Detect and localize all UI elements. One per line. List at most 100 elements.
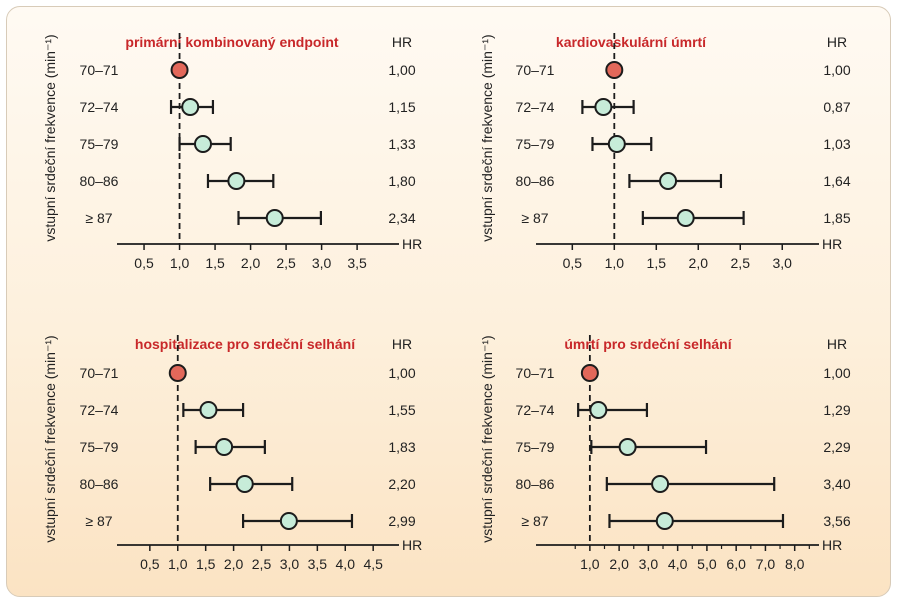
- hr-value: 1,33: [388, 136, 415, 152]
- row-label: 70–71: [516, 62, 555, 78]
- row-label: 80–86: [80, 173, 119, 189]
- hr-point: [676, 209, 695, 227]
- x-tick-label: 1,0: [168, 556, 188, 572]
- hr-value: 1,00: [823, 365, 850, 381]
- hr-point: [215, 438, 234, 456]
- panel-title: kardiovaskulární úmrtí: [556, 34, 707, 50]
- hr-point: [235, 475, 254, 493]
- x-tick-label: 1,0: [170, 255, 190, 271]
- forest-plot-figure: primární kombinovaný endpoint HR vstupní s…: [6, 6, 891, 597]
- hr-point: [651, 475, 670, 493]
- panel-title: primární kombinovaný endpoint: [125, 34, 338, 50]
- row-label: 72–74: [80, 99, 119, 115]
- y-axis-label: vstupní srdeční frekvence (min⁻¹): [42, 34, 58, 241]
- hr-value: 2,34: [388, 210, 415, 226]
- row-label: ≥ 87: [85, 210, 112, 226]
- x-tick-label: 3,0: [639, 556, 659, 572]
- hr-point: [618, 438, 637, 456]
- reference-point: [605, 61, 624, 79]
- panel-title: hospitalizace pro srdeční selhání: [135, 336, 356, 352]
- x-tick-label: 7,0: [756, 556, 776, 572]
- x-tick-label: 5,0: [697, 556, 717, 572]
- x-tick-label: 4,0: [336, 556, 356, 572]
- row-label: 80–86: [516, 476, 555, 492]
- y-axis-label: vstupní srdeční frekvence (min⁻¹): [479, 335, 495, 542]
- row-label: 70–71: [80, 365, 119, 381]
- x-tick-label: 1,5: [205, 255, 225, 271]
- hr-point: [594, 98, 613, 116]
- hr-value: 1,64: [823, 173, 850, 189]
- hr-value: 1,55: [388, 402, 415, 418]
- hr-value: 1,00: [823, 62, 850, 78]
- reference-point: [580, 364, 599, 382]
- hr-value: 1,00: [388, 365, 415, 381]
- x-axis-label: HR: [822, 537, 842, 553]
- row-label: 80–86: [516, 173, 555, 189]
- x-axis-label: HR: [402, 537, 422, 553]
- hr-value: 2,20: [388, 476, 415, 492]
- hr-value: 1,83: [388, 439, 415, 455]
- x-tick-label: 3,0: [312, 255, 332, 271]
- x-tick-label: 1,0: [605, 255, 625, 271]
- hr-value: 3,40: [823, 476, 850, 492]
- row-label: 70–71: [80, 62, 119, 78]
- hr-point: [265, 209, 284, 227]
- row-label: 72–74: [516, 99, 555, 115]
- x-tick-label: 2,0: [609, 556, 629, 572]
- row-label: ≥ 87: [521, 210, 548, 226]
- panel-title: úmrtí pro srdeční selhání: [564, 336, 732, 352]
- hr-value: 1,80: [388, 173, 415, 189]
- row-label: 75–79: [516, 439, 555, 455]
- hr-point: [655, 512, 674, 530]
- hr-point: [181, 98, 200, 116]
- forest-plot-svg: primární kombinovaný endpoint HR vstupní s…: [42, 33, 851, 572]
- x-axis-label: HR: [402, 236, 422, 252]
- x-tick-label: 0,5: [140, 556, 160, 572]
- hr-point: [227, 172, 246, 190]
- x-tick-label: 2,5: [276, 255, 296, 271]
- hr-point: [199, 401, 218, 419]
- row-label: 72–74: [516, 402, 555, 418]
- hr-point: [589, 401, 608, 419]
- reference-point: [170, 61, 189, 79]
- x-tick-label: 8,0: [785, 556, 805, 572]
- hr-value: 1,15: [388, 99, 415, 115]
- hr-value: 0,87: [823, 99, 850, 115]
- x-tick-label: 6,0: [726, 556, 746, 572]
- row-label: 72–74: [80, 402, 119, 418]
- x-tick-label: 1,5: [196, 556, 216, 572]
- row-label: ≥ 87: [85, 513, 112, 529]
- y-axis-label: vstupní srdeční frekvence (min⁻¹): [479, 34, 495, 241]
- x-tick-label: 1,5: [647, 255, 667, 271]
- hr-column-header: HR: [392, 336, 412, 352]
- hr-value: 1,29: [823, 402, 850, 418]
- hr-column-header: HR: [827, 336, 847, 352]
- row-label: 70–71: [516, 365, 555, 381]
- row-label: ≥ 87: [521, 513, 548, 529]
- hr-point: [659, 172, 678, 190]
- hr-column-header: HR: [827, 34, 847, 50]
- x-axis-label: HR: [822, 236, 842, 252]
- row-label: 75–79: [80, 136, 119, 152]
- hr-value: 3,56: [823, 513, 850, 529]
- x-tick-label: 2,5: [731, 255, 751, 271]
- x-tick-label: 3,5: [347, 255, 367, 271]
- row-label: 80–86: [80, 476, 119, 492]
- x-tick-label: 2,0: [224, 556, 244, 572]
- hr-point: [279, 512, 298, 530]
- x-tick-label: 4,5: [363, 556, 383, 572]
- x-tick-label: 3,0: [773, 255, 793, 271]
- x-tick-label: 0,5: [134, 255, 154, 271]
- x-tick-label: 1,0: [580, 556, 600, 572]
- x-tick-label: 2,0: [689, 255, 709, 271]
- y-axis-label: vstupní srdeční frekvence (min⁻¹): [42, 335, 58, 542]
- x-tick-label: 4,0: [668, 556, 688, 572]
- hr-point: [607, 135, 626, 153]
- hr-value: 2,29: [823, 439, 850, 455]
- x-tick-label: 3,5: [308, 556, 328, 572]
- x-tick-label: 2,0: [241, 255, 261, 271]
- row-label: 75–79: [516, 136, 555, 152]
- reference-point: [168, 364, 187, 382]
- x-tick-label: 0,5: [563, 255, 583, 271]
- row-label: 75–79: [80, 439, 119, 455]
